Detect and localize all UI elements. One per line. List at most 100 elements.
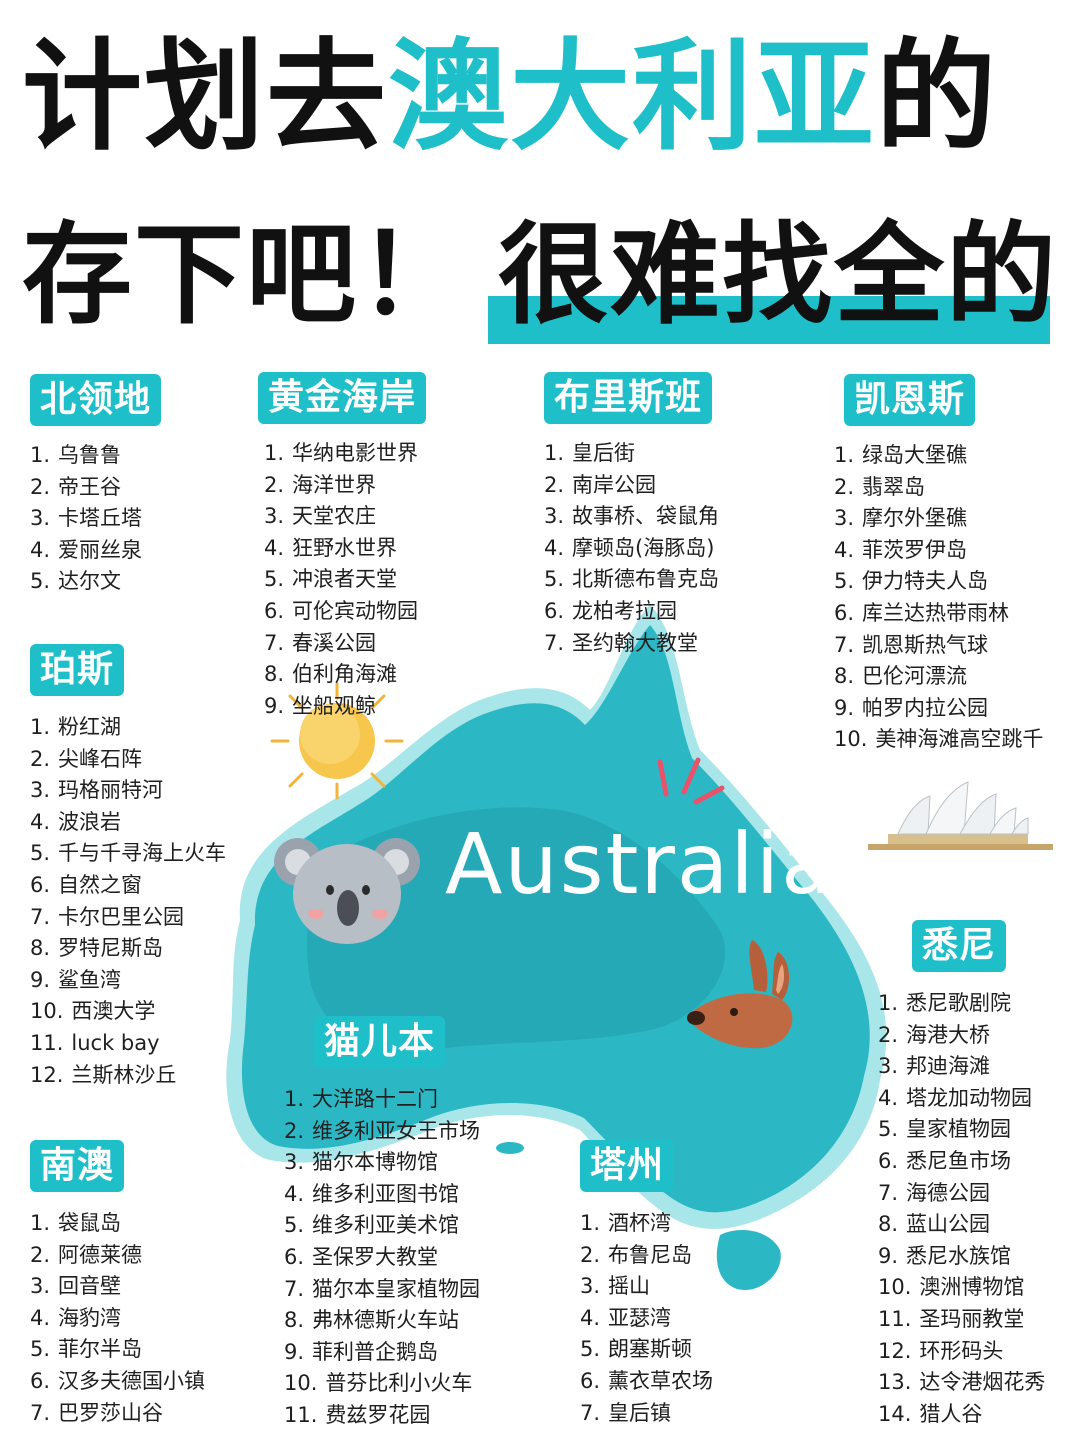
region-northern-territory: 北领地 1. 乌鲁鲁 2. 帝王谷 3. 卡塔丘塔 4. 爱丽丝泉 5. 达尔文: [30, 374, 162, 598]
page-title-line-1: 计划去澳大利亚的: [22, 28, 998, 168]
attraction-name: 自然之窗: [58, 872, 143, 897]
attraction-item: 12. 兰斯林沙丘: [30, 1060, 226, 1092]
attraction-name: 美神海滩高空跳千: [875, 727, 1044, 752]
region-badge: 南澳: [30, 1140, 125, 1192]
region-badge: 猫儿本: [314, 1016, 446, 1068]
attraction-name: 袋鼠岛: [58, 1211, 122, 1235]
attraction-number: 8.: [30, 936, 51, 961]
attraction-name: 费兹罗花园: [325, 1402, 431, 1427]
attraction-item: 5. 北斯德布鲁克岛: [544, 564, 719, 596]
attraction-name: 塔龙加动物园: [906, 1085, 1033, 1110]
attraction-number: 14.: [878, 1401, 912, 1426]
attraction-item: 5. 冲浪者天堂: [264, 564, 426, 596]
attraction-item: 7. 凯恩斯热气球: [834, 630, 1043, 662]
region-attraction-list: 1. 悉尼歌剧院 2. 海港大桥 3. 邦迪海滩 4. 塔龙加动物园 5. 皇家植物园 6. 悉尼鱼市…: [878, 988, 1045, 1430]
attraction-item: 7. 海德公园: [878, 1178, 1045, 1210]
attraction-item: 1. 乌鲁鲁: [30, 440, 161, 472]
map-island: [496, 1142, 524, 1154]
attraction-name: 达令港烟花秀: [919, 1370, 1046, 1395]
attraction-number: 1.: [580, 1211, 601, 1235]
attraction-number: 12.: [30, 1062, 64, 1087]
attraction-name: 乌鲁鲁: [58, 443, 122, 467]
attraction-item: 6. 薰衣草农场: [580, 1366, 713, 1398]
sun-icon: [270, 682, 404, 800]
attraction-number: 6.: [284, 1244, 305, 1269]
attraction-item: 9. 帕罗内拉公园: [834, 693, 1043, 725]
attraction-name: 坐船观鲸: [292, 693, 377, 718]
attraction-name: 环形码头: [919, 1338, 1004, 1363]
attraction-name: 大洋路十二门: [312, 1087, 439, 1111]
region-brisbane: 布里斯班 1. 皇后街 2. 南岸公园 3. 故事桥、袋鼠角 4. 摩顿岛(海豚岛) 5. 北斯德…: [544, 372, 719, 659]
attraction-number: 7.: [878, 1180, 899, 1205]
attraction-number: 11.: [284, 1402, 318, 1427]
attraction-item: 2. 阿德莱德: [30, 1240, 205, 1272]
attraction-name: 回音壁: [58, 1274, 122, 1299]
attraction-name: 猎人谷: [919, 1401, 983, 1426]
attraction-number: 9.: [834, 695, 855, 720]
attraction-name: 华纳电影世界: [292, 441, 419, 465]
attraction-name: 兰斯林沙丘: [71, 1062, 177, 1087]
attraction-number: 9.: [30, 967, 51, 992]
attraction-number: 3.: [30, 1274, 51, 1299]
attraction-item: 4. 海豹湾: [30, 1303, 205, 1335]
attraction-item: 2. 维多利亚女王市场: [284, 1116, 480, 1148]
attraction-number: 6.: [30, 1368, 51, 1393]
attraction-item: 2. 南岸公园: [544, 470, 719, 502]
attraction-item: 2. 海港大桥: [878, 1020, 1045, 1052]
attraction-number: 6.: [834, 600, 855, 625]
attraction-number: 3.: [580, 1274, 601, 1299]
attraction-item: 4. 维多利亚图书馆: [284, 1179, 480, 1211]
attraction-name: 布鲁尼岛: [608, 1242, 693, 1267]
attraction-number: 3.: [30, 778, 51, 803]
attraction-number: 7.: [30, 1400, 51, 1425]
attraction-item: 3. 故事桥、袋鼠角: [544, 501, 719, 533]
attraction-number: 8.: [878, 1212, 899, 1237]
attraction-name: 冲浪者天堂: [292, 567, 398, 592]
attraction-number: 2.: [30, 474, 51, 499]
attraction-name: 皇后镇: [608, 1400, 672, 1425]
attraction-name: 朗塞斯顿: [608, 1337, 693, 1362]
attraction-name: 菲尔半岛: [58, 1337, 143, 1362]
title-segment: 计划去: [22, 28, 388, 167]
attraction-name: 菲利普企鹅岛: [312, 1339, 439, 1364]
attraction-item: 7. 圣约翰大教堂: [544, 628, 719, 660]
attraction-name: 南岸公园: [572, 472, 657, 497]
attraction-item: 5. 朗塞斯顿: [580, 1334, 713, 1366]
attraction-number: 1.: [30, 443, 51, 467]
attraction-item: 10. 普芬比利小火车: [284, 1368, 480, 1400]
attraction-number: 2.: [580, 1242, 601, 1267]
attraction-number: 3.: [264, 504, 285, 529]
attraction-item: 6. 库兰达热带雨林: [834, 598, 1043, 630]
attraction-item: 3. 邦迪海滩: [878, 1051, 1045, 1083]
attraction-name: 皇家植物园: [906, 1117, 1012, 1142]
title-highlight-bar: [488, 296, 1050, 344]
kangaroo-icon: [687, 940, 793, 1049]
region-sydney: 悉尼 1. 悉尼歌剧院 2. 海港大桥 3. 邦迪海滩 4. 塔龙加动物园 5. 皇家植物园 6. 悉…: [878, 920, 1045, 1430]
attraction-name: 蓝山公园: [906, 1212, 991, 1237]
attraction-name: 维多利亚女王市场: [312, 1118, 481, 1143]
attraction-item: 8. 蓝山公园: [878, 1209, 1045, 1241]
attraction-number: 13.: [878, 1370, 912, 1395]
attraction-name: 狂野水世界: [292, 535, 398, 560]
attraction-item: 4. 爱丽丝泉: [30, 535, 161, 567]
attraction-name: 伊力特夫人岛: [862, 569, 989, 594]
attraction-name: 阿德莱德: [58, 1242, 143, 1267]
attraction-name: 菲茨罗伊岛: [862, 537, 968, 562]
attraction-number: 8.: [264, 662, 285, 687]
attraction-item: 6. 悉尼鱼市场: [878, 1146, 1045, 1178]
attraction-item: 9. 悉尼水族馆: [878, 1241, 1045, 1273]
attraction-number: 4.: [544, 535, 565, 560]
attraction-item: 6. 龙柏考拉园: [544, 596, 719, 628]
attraction-number: 2.: [30, 746, 51, 771]
attraction-name: 卡尔巴里公园: [58, 904, 185, 929]
attraction-number: 10.: [834, 727, 868, 752]
attraction-name: 圣约翰大教堂: [572, 630, 699, 655]
attraction-number: 1.: [284, 1087, 305, 1111]
attraction-number: 7.: [834, 632, 855, 657]
attraction-name: 海德公园: [906, 1180, 991, 1205]
attraction-name: 弗林德斯火车站: [312, 1308, 460, 1333]
attraction-number: 6.: [264, 598, 285, 623]
page-title-line-2: 存下吧！ 很难找全的: [22, 210, 1058, 340]
attraction-number: 3.: [834, 506, 855, 531]
attraction-item: 1. 袋鼠岛: [30, 1208, 205, 1240]
